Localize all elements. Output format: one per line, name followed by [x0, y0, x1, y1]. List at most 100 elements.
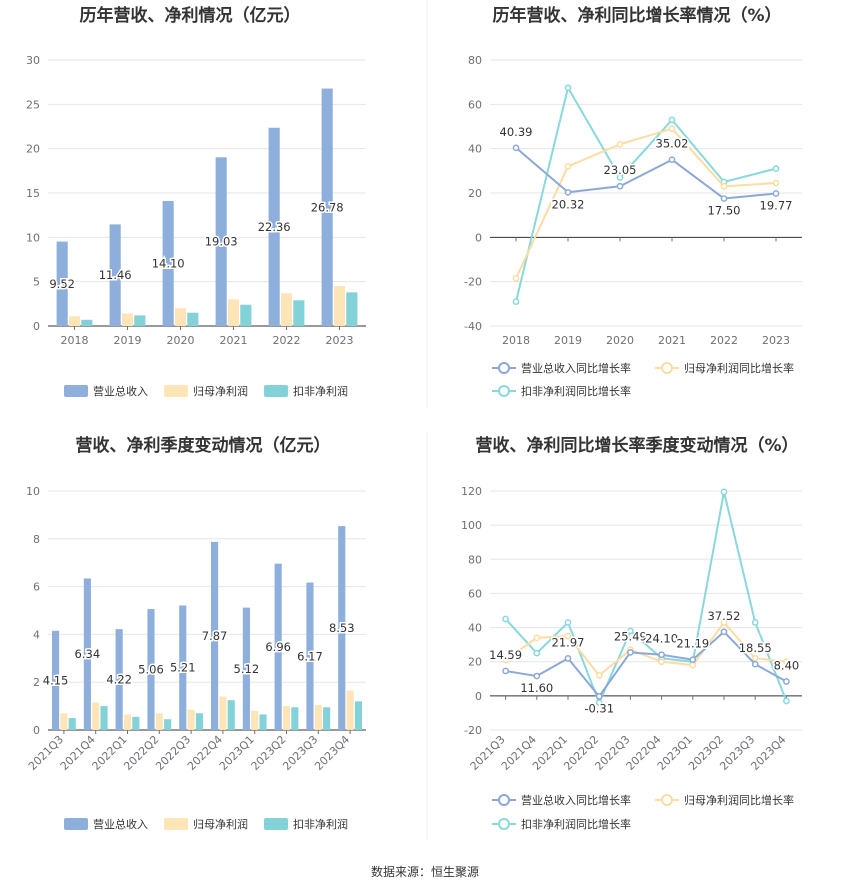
legend-marker [661, 362, 673, 374]
data-label: 21.97 [552, 635, 585, 649]
chart-title: 历年营收、净利同比增长率情况（%） [492, 5, 781, 26]
bar-revenue [52, 630, 60, 730]
y-tick-label: 20 [468, 187, 482, 200]
bar-deducted-profit [81, 319, 93, 326]
data-label: 19.77 [760, 199, 793, 213]
bar-deducted-profit [346, 292, 358, 326]
legend-marker [498, 362, 510, 374]
legend-swatch [264, 385, 288, 397]
data-point [658, 651, 665, 659]
chart-title: 营收、净利季度变动情况（亿元） [76, 435, 331, 456]
data-point [564, 84, 572, 92]
data-point [720, 619, 728, 626]
bar-net-profit [280, 293, 293, 326]
data-point [689, 661, 697, 669]
data-label: 37.52 [708, 609, 741, 623]
series-line-revenue [515, 147, 777, 200]
bar-deducted-profit [164, 719, 172, 730]
chart-title: 营收、净利同比增长率季度变动情况（%） [475, 435, 798, 456]
data-point [668, 156, 676, 164]
data-label: 4.15 [43, 673, 69, 687]
data-point [595, 699, 603, 707]
data-label: 11.46 [99, 268, 132, 282]
y-tick-label: 4 [33, 628, 40, 641]
data-point [564, 163, 572, 170]
data-point [668, 116, 676, 124]
data-point [783, 678, 790, 685]
data-label: 6.17 [297, 649, 323, 663]
y-tick-label: 0 [33, 320, 40, 333]
legend-marker [498, 794, 510, 806]
data-label: 5.21 [170, 661, 196, 675]
data-point [533, 672, 541, 680]
data-point [751, 654, 759, 662]
y-tick-label: 80 [468, 553, 482, 566]
legend-swatch [164, 818, 188, 830]
series-line-net-profit [505, 621, 787, 677]
data-point [783, 697, 790, 705]
legend-swatch [264, 818, 288, 830]
series-line-revenue [505, 630, 787, 698]
data-point [616, 174, 624, 181]
bar-net-profit [219, 696, 227, 730]
legend-swatch [64, 385, 88, 397]
data-label: 6.96 [265, 640, 291, 654]
data-point [627, 648, 634, 656]
y-tick-label: 0 [475, 690, 482, 703]
data-label: 4.22 [106, 673, 132, 687]
data-label: 8.53 [329, 621, 355, 635]
chart-4: 营收、净利同比增长率季度变动情况（%） -20 0 20 40 60 80 100 120 202… [461, 435, 802, 831]
data-label: 5.12 [234, 662, 260, 676]
y-tick-label: 0 [33, 724, 40, 737]
data-label: 6.34 [75, 647, 101, 661]
y-tick-label: 25 [26, 98, 40, 111]
y-tick-label: 6 [33, 581, 40, 594]
legend-label: 扣非净利润同比增长率 [521, 384, 631, 398]
data-point [616, 182, 624, 190]
bar-revenue [211, 541, 219, 730]
bar-deducted-profit [293, 300, 305, 326]
y-tick-label: 60 [468, 98, 482, 111]
legend-marker [661, 794, 673, 806]
data-source: 数据来源：恒生聚源 [371, 864, 479, 879]
x-tick-label: 2022 [710, 334, 738, 347]
y-tick-label: 5 [33, 276, 40, 289]
bar-net-profit [155, 713, 163, 730]
x-tick-label: 2019 [114, 334, 142, 347]
series-line-deducted-profit [515, 86, 777, 302]
data-label: 18.55 [739, 641, 772, 655]
bar-deducted-profit [240, 304, 252, 326]
x-tick-label: 2020 [167, 334, 195, 347]
bar-revenue [56, 241, 68, 326]
data-label: 20.32 [552, 197, 585, 211]
data-point [658, 658, 665, 666]
data-point [595, 672, 603, 679]
legend-label: 扣非净利润同比增长率 [521, 817, 631, 831]
data-point [502, 667, 509, 675]
data-point [512, 274, 520, 282]
y-tick-label: 15 [26, 187, 40, 200]
data-point [720, 195, 728, 202]
chart-title: 历年营收、净利情况（亿元） [80, 5, 301, 26]
chart-1: 历年营收、净利情况（亿元） 0 5 10 15 20 25 30 2018 2019 2020 202… [26, 5, 366, 398]
data-label: 25.49 [614, 629, 647, 643]
y-tick-label: 20 [26, 143, 40, 156]
bar-net-profit [123, 714, 132, 730]
x-tick-label: 2018 [61, 334, 89, 347]
data-point [689, 656, 697, 664]
data-point [564, 619, 572, 626]
x-tick-label: 2023 [326, 334, 354, 347]
bar-net-profit [60, 713, 68, 730]
data-point [502, 656, 509, 664]
bar-deducted-profit [259, 714, 267, 730]
bar-net-profit [346, 690, 354, 730]
y-tick-label: 10 [26, 231, 40, 244]
legend-swatch [164, 385, 188, 397]
data-point [668, 125, 676, 133]
bar-revenue [242, 607, 250, 730]
y-tick-label: 60 [468, 587, 482, 600]
data-point [564, 188, 572, 196]
bar-net-profit [68, 316, 81, 326]
bar-revenue [274, 563, 282, 730]
bar-net-profit [282, 706, 291, 730]
